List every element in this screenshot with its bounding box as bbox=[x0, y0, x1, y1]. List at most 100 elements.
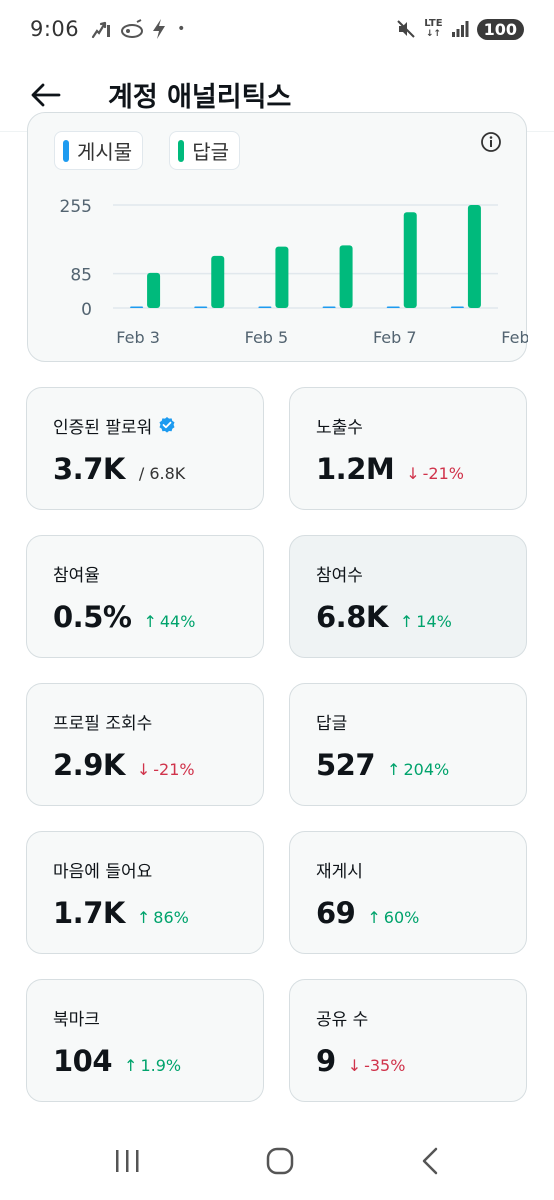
stat-change-percent: 14% bbox=[416, 612, 452, 631]
status-dot: • bbox=[177, 21, 186, 37]
signal-boost-icon bbox=[92, 21, 111, 39]
bar-replies[interactable] bbox=[467, 205, 481, 308]
arrow-left-icon bbox=[31, 83, 61, 106]
stat-label: 노출수 bbox=[316, 417, 363, 438]
stat-value-row: 1.2M ↓ -21% bbox=[316, 452, 526, 486]
stat-card[interactable]: 답글 527 ↑ 204% bbox=[289, 683, 527, 806]
stat-label-row: 공유 수 bbox=[316, 1006, 526, 1030]
stat-change: ↓ -21% bbox=[406, 464, 464, 483]
stat-label-row: 북마크 bbox=[53, 1006, 263, 1030]
stat-value-row: 527 ↑ 204% bbox=[316, 748, 526, 782]
stat-value: 69 bbox=[316, 896, 356, 930]
stat-card[interactable]: 공유 수 9 ↓ -35% bbox=[289, 979, 527, 1102]
stat-change: ↑ 86% bbox=[137, 908, 189, 927]
arrow-down-icon: ↓ bbox=[347, 1056, 362, 1075]
stat-label: 참여수 bbox=[316, 565, 363, 586]
y-tick-label: 0 bbox=[81, 300, 92, 320]
stat-card[interactable]: 참여수 6.8K ↑ 14% bbox=[289, 535, 527, 658]
bar-posts[interactable] bbox=[258, 306, 272, 309]
stat-label: 마음에 들어요 bbox=[53, 861, 153, 882]
stat-value: 527 bbox=[316, 748, 376, 782]
back-icon[interactable] bbox=[418, 1146, 442, 1176]
stat-card[interactable]: 재게시 69 ↑ 60% bbox=[289, 831, 527, 954]
stat-label-row: 참여율 bbox=[53, 562, 263, 586]
stat-value: 9 bbox=[316, 1044, 336, 1078]
y-tick-label: 255 bbox=[60, 197, 92, 217]
status-bar: 9:06 • LTE ↓↑ 100 bbox=[0, 0, 554, 58]
stat-label: 북마크 bbox=[53, 1009, 100, 1030]
stat-label: 프로필 조회수 bbox=[53, 713, 153, 734]
stat-label-row: 답글 bbox=[316, 710, 526, 734]
bar-posts[interactable] bbox=[130, 306, 144, 309]
stat-value: 6.8K bbox=[316, 600, 388, 634]
stat-value-row: 1.7K ↑ 86% bbox=[53, 896, 263, 930]
legend-label-replies: 답글 bbox=[192, 140, 230, 164]
legend-replies[interactable]: 답글 bbox=[169, 131, 241, 170]
bar-replies[interactable] bbox=[147, 272, 161, 308]
stat-value-row: 0.5% ↑ 44% bbox=[53, 600, 263, 634]
page-title: 계정 애널리틱스 bbox=[108, 82, 292, 113]
status-notification-icons: • bbox=[91, 18, 185, 40]
stat-value: 1.7K bbox=[53, 896, 125, 930]
arrow-up-icon: ↑ bbox=[124, 1056, 138, 1075]
bar-posts[interactable] bbox=[450, 306, 464, 309]
bar-replies[interactable] bbox=[403, 212, 417, 308]
legend-posts[interactable]: 게시물 bbox=[54, 131, 144, 170]
recents-icon[interactable] bbox=[112, 1148, 142, 1174]
stat-value-row: 2.9K ↓ -21% bbox=[53, 748, 263, 782]
x-tick-label: Feb 3 bbox=[116, 328, 160, 347]
stat-change: ↓ -35% bbox=[348, 1056, 406, 1075]
stat-card[interactable]: 인증된 팔로워 3.7K / 6.8K bbox=[26, 387, 264, 510]
y-tick-label: 85 bbox=[70, 266, 92, 286]
stat-change-percent: 204% bbox=[403, 760, 450, 779]
stat-label-row: 마음에 들어요 bbox=[53, 858, 263, 882]
stat-value-row: 104 ↑ 1.9% bbox=[53, 1044, 263, 1078]
stat-value-row: 3.7K / 6.8K bbox=[53, 452, 263, 486]
bar-replies[interactable] bbox=[339, 245, 353, 308]
legend-swatch-posts bbox=[63, 139, 69, 162]
bar-replies[interactable] bbox=[275, 246, 289, 308]
stat-change-percent: -21% bbox=[422, 464, 464, 483]
mute-icon bbox=[397, 20, 415, 38]
bar-posts[interactable] bbox=[194, 306, 208, 309]
arrow-up-icon: ↑ bbox=[387, 760, 401, 779]
stat-change: ↑ 14% bbox=[400, 612, 452, 631]
arrow-up-icon: ↑ bbox=[136, 908, 151, 927]
stat-value: 3.7K bbox=[53, 452, 125, 486]
stat-value-row: 9 ↓ -35% bbox=[316, 1044, 526, 1078]
legend-swatch-replies bbox=[178, 139, 185, 162]
stat-change-percent: 86% bbox=[153, 908, 189, 927]
stat-label: 답글 bbox=[316, 713, 348, 734]
bar-replies[interactable] bbox=[211, 255, 225, 308]
bar-posts[interactable] bbox=[322, 306, 336, 309]
arrow-up-icon: ↑ bbox=[399, 612, 414, 631]
stat-label: 참여율 bbox=[53, 565, 100, 586]
verified-badge-icon bbox=[159, 417, 175, 433]
stat-label-row: 재게시 bbox=[316, 858, 526, 882]
stat-value-row: 69 ↑ 60% bbox=[316, 896, 526, 930]
status-right-icons: LTE ↓↑ 100 bbox=[396, 18, 524, 40]
home-icon[interactable] bbox=[265, 1146, 295, 1176]
stat-card[interactable]: 북마크 104 ↑ 1.9% bbox=[26, 979, 264, 1102]
stat-change-percent: -35% bbox=[364, 1056, 406, 1075]
bar-chart: 0 85 255 Feb 3 Feb 5 Feb 7 Feb 9 bbox=[60, 197, 528, 347]
stat-label-row: 참여수 bbox=[316, 562, 526, 586]
stat-value: 0.5% bbox=[53, 600, 132, 634]
back-button[interactable] bbox=[24, 73, 68, 117]
stat-change: ↑ 1.9% bbox=[124, 1056, 181, 1075]
info-icon[interactable] bbox=[480, 131, 502, 153]
stat-card[interactable]: 마음에 들어요 1.7K ↑ 86% bbox=[26, 831, 264, 954]
x-tick-label: Feb 7 bbox=[373, 328, 417, 347]
bar-posts[interactable] bbox=[386, 306, 400, 309]
stat-label-row: 프로필 조회수 bbox=[53, 710, 263, 734]
stat-change-percent: 1.9% bbox=[140, 1056, 182, 1075]
stat-card[interactable]: 노출수 1.2M ↓ -21% bbox=[289, 387, 527, 510]
stat-card[interactable]: 참여율 0.5% ↑ 44% bbox=[26, 535, 264, 658]
cellular-signal-icon bbox=[451, 21, 469, 37]
stat-card[interactable]: 프로필 조회수 2.9K ↓ -21% bbox=[26, 683, 264, 806]
stat-change: ↑ 204% bbox=[387, 760, 449, 779]
stat-value-row: 6.8K ↑ 14% bbox=[316, 600, 526, 634]
stat-label-row: 인증된 팔로워 bbox=[53, 414, 263, 438]
stat-change-percent: 44% bbox=[159, 612, 196, 631]
stat-label: 인증된 팔로워 bbox=[53, 417, 153, 438]
